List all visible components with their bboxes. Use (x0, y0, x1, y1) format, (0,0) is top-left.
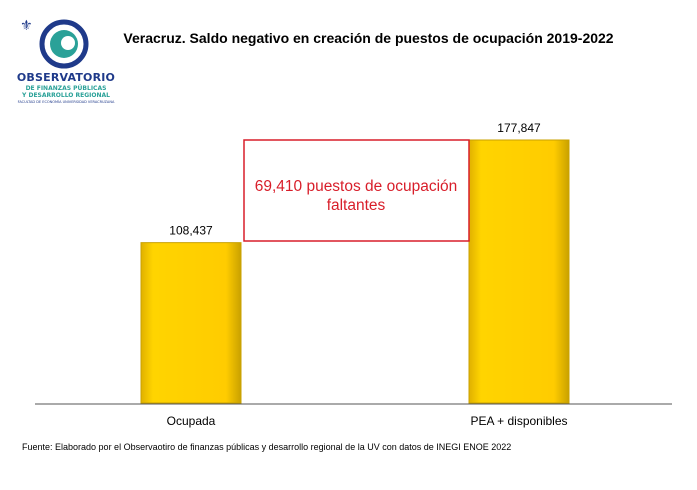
category-label-2: PEA + disponibles (470, 414, 567, 428)
logo-subtitle-3: FACULTAD DE ECONOMÍA UNIVERSIDAD VERACRU… (17, 100, 115, 104)
annotation-box (243, 139, 470, 242)
bar-1 (140, 242, 242, 404)
logo-name: OBSERVATORIO (16, 71, 116, 84)
annotation-line-1: 69,410 puestos de ocupación (255, 178, 458, 195)
data-label-2: 177,847 (497, 121, 541, 135)
logo-subtitle-1: DE FINANZAS PÚBLICAS (25, 85, 107, 92)
logo-subtitle-2: Y DESARROLLO REGIONAL (22, 92, 110, 99)
annotation-line-2: faltantes (327, 197, 386, 214)
svg-text:⚜: ⚜ (20, 18, 33, 34)
data-label-1: 108,437 (169, 224, 213, 238)
category-label-1: Ocupada (167, 414, 216, 428)
chart-title: Veracruz. Saldo negativo en creación de … (123, 30, 614, 46)
observatorio-logo: ⚜ OBSERVATORIO DE FINANZAS PÚBLICAS Y DE… (12, 10, 120, 110)
bar-2 (468, 139, 570, 404)
eye-emblem-icon: ⚜ (20, 18, 89, 69)
source-note: Fuente: Elaborado por el Observaotiro de… (22, 442, 512, 452)
